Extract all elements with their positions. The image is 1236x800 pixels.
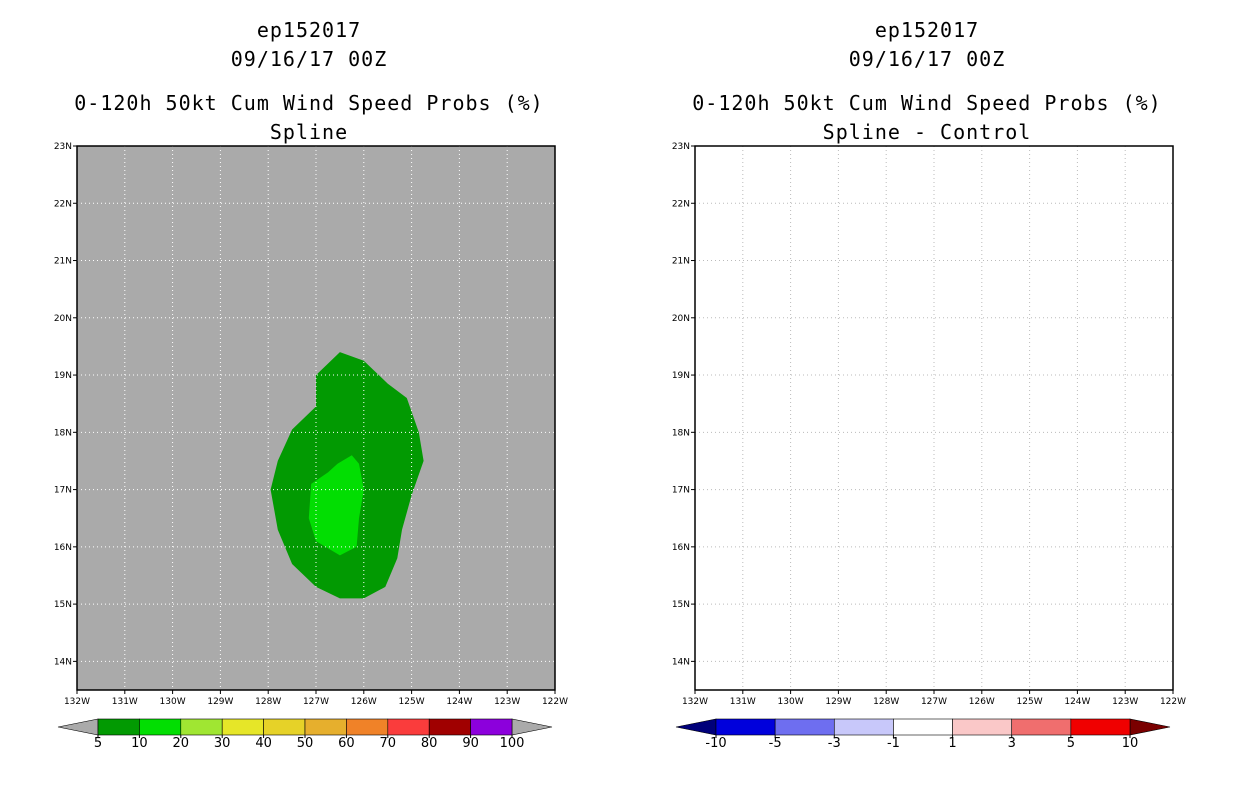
x-tick-label: 125W [1017, 697, 1043, 707]
y-tick-label: 16N [672, 543, 690, 553]
colorbar-label: -10 [705, 736, 727, 751]
colorbar-label: 1 [948, 736, 957, 751]
right-datetime: 09/16/17 00Z [848, 47, 1006, 71]
x-tick-label: 132W [682, 697, 708, 707]
y-tick-label: 18N [672, 428, 690, 438]
y-tick-label: 23N [54, 142, 72, 152]
right-chart-subtitle: Spline - Control [822, 120, 1032, 144]
x-tick-label: 130W [160, 697, 186, 707]
y-tick-label: 20N [54, 314, 72, 324]
left-storm-id: ep152017 [256, 18, 362, 42]
colorbar-label: 100 [499, 736, 525, 751]
left-datetime: 09/16/17 00Z [230, 47, 388, 71]
colorbar-label: 3 [1007, 736, 1016, 751]
y-tick-label: 20N [672, 314, 690, 324]
colorbar-swatch [893, 718, 953, 736]
colorbar-label: 80 [420, 736, 438, 751]
colorbar-swatch [952, 718, 1013, 736]
left-map: 132W 131W 130W 129W 128W 127W 126W 125W 124W 123W… [54, 142, 568, 738]
x-tick-label: 126W [351, 697, 377, 707]
colorbar-label: -5 [768, 736, 782, 751]
y-tick-label: 21N [672, 257, 690, 267]
colorbar-label: 10 [131, 736, 148, 751]
y-tick-label: 23N [672, 142, 690, 152]
x-tick-label: 131W [730, 697, 756, 707]
colorbar-over-triangle [1129, 718, 1171, 736]
x-tick-label: 131W [112, 697, 138, 707]
x-tick-label: 124W [446, 697, 472, 707]
colorbar-swatch [1070, 718, 1131, 736]
y-tick-label: 15N [54, 600, 72, 610]
colorbar-under-triangle [57, 718, 99, 736]
x-tick-label: 124W [1064, 697, 1090, 707]
colorbar-label: 20 [172, 736, 190, 751]
left-chart-title: 0-120h 50kt Cum Wind Speed Probs (%) [74, 91, 544, 115]
x-tick-label: 123W [1112, 697, 1138, 707]
colorbar-swatch [1011, 718, 1072, 736]
colorbar-label: 90 [462, 736, 479, 751]
colorbar-over-triangle [511, 718, 553, 736]
x-tick-label: 127W [303, 697, 329, 707]
colorbar-label: 70 [379, 736, 397, 751]
colorbar-label: -1 [886, 736, 900, 751]
x-tick-label: 126W [969, 697, 995, 707]
left-chart-subtitle: Spline [269, 120, 349, 144]
y-tick-label: 21N [54, 257, 72, 267]
x-tick-label: 129W [825, 697, 851, 707]
right-chart-title: 0-120h 50kt Cum Wind Speed Probs (%) [692, 91, 1162, 115]
x-tick-label: 128W [255, 697, 281, 707]
x-tick-label: 129W [207, 697, 233, 707]
colorbar-label: 50 [296, 736, 314, 751]
colorbar-label: 30 [213, 736, 231, 751]
x-tick-label: 122W [542, 697, 568, 707]
x-tick-label: 132W [64, 697, 90, 707]
y-tick-label: 19N [54, 371, 72, 381]
colorbar-swatch [180, 718, 223, 736]
colorbar-swatch [97, 718, 140, 736]
left-panel: ep152017 09/16/17 00Z 0-120h 50kt Cum Wi… [54, 18, 568, 751]
right-map: 132W 131W 130W 129W 128W 127W 126W 125W 124W 123W… [672, 142, 1186, 738]
y-tick-label: 14N [54, 657, 72, 667]
x-tick-label: 128W [873, 697, 899, 707]
y-tick-label: 18N [54, 428, 72, 438]
y-tick-label: 15N [672, 600, 690, 610]
colorbar-swatch [470, 718, 513, 736]
right-panel: ep152017 09/16/17 00Z 0-120h 50kt Cum Wi… [618, 0, 1236, 800]
x-tick-label: 130W [778, 697, 804, 707]
colorbar-swatch [304, 718, 347, 736]
colorbar-label: 5 [1066, 736, 1075, 751]
colorbar-swatch [833, 718, 894, 736]
colorbar-label: 40 [255, 736, 272, 751]
x-tick-label: 127W [921, 697, 947, 707]
y-tick-label: 17N [672, 486, 690, 496]
right-storm-id: ep152017 [874, 18, 980, 42]
y-tick-label: 22N [672, 199, 690, 209]
colorbar-swatch [263, 718, 306, 736]
colorbar-swatch [715, 718, 776, 736]
colorbar-label: 5 [93, 736, 103, 751]
x-tick-label: 123W [494, 697, 520, 707]
y-tick-label: 19N [672, 371, 690, 381]
colorbar-label: -3 [827, 736, 841, 751]
y-tick-label: 17N [54, 486, 72, 496]
colorbar-swatch [139, 718, 182, 736]
colorbar-swatch [774, 718, 835, 736]
colorbar-swatch [346, 718, 389, 736]
x-tick-label: 125W [399, 697, 425, 707]
colorbar-swatch [387, 718, 430, 736]
colorbar-swatch [221, 718, 264, 736]
colorbar-label: 60 [338, 736, 355, 751]
x-tick-label: 122W [1160, 697, 1186, 707]
y-tick-label: 16N [54, 543, 72, 553]
colorbar-label: 10 [1121, 736, 1139, 751]
y-tick-label: 22N [54, 199, 72, 209]
colorbar-under-triangle [675, 718, 717, 736]
colorbar-swatch [428, 718, 471, 736]
y-tick-label: 14N [672, 657, 690, 667]
contour-10-20 [308, 455, 364, 556]
